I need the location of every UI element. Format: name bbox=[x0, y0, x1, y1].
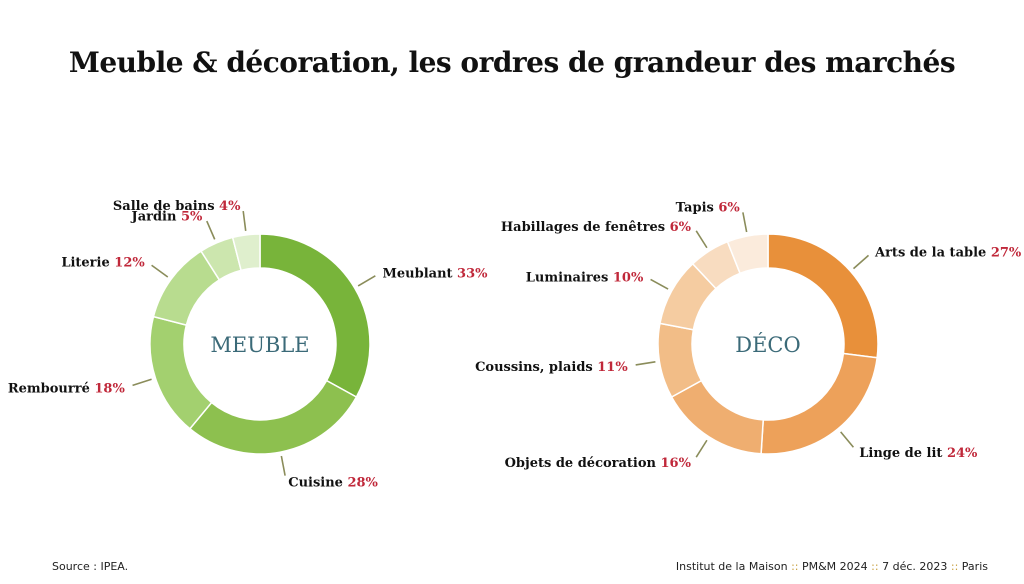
deco-label-3: Coussins, plaids 11% bbox=[475, 360, 628, 375]
meuble-percent-label: 5% bbox=[181, 210, 203, 225]
meuble-category-label: Cuisine bbox=[288, 476, 347, 491]
footer-separator: :: bbox=[871, 560, 879, 573]
deco-percent-label: 24% bbox=[947, 446, 978, 461]
deco-leader-line-1 bbox=[840, 431, 855, 448]
deco-percent-label: 27% bbox=[991, 245, 1022, 260]
deco-category-label: Tapis bbox=[676, 200, 719, 215]
meuble-percent-label: 33% bbox=[457, 267, 488, 282]
footer-date: 7 déc. 2023 bbox=[882, 560, 948, 573]
meuble-leader-line-1 bbox=[280, 455, 286, 476]
deco-donut: Arts de la table 27% Linge de lit 24% Obje… bbox=[475, 200, 1022, 471]
meuble-category-label: Meublant bbox=[383, 267, 458, 282]
deco-leader-line-2 bbox=[695, 439, 708, 458]
footer-org: Institut de la Maison bbox=[675, 560, 788, 573]
meuble-slice-0 bbox=[259, 233, 371, 399]
deco-percent-label: 11% bbox=[597, 360, 628, 375]
deco-category-label: Objets de décoration bbox=[505, 456, 661, 471]
meuble-leader-line-5 bbox=[242, 210, 247, 231]
deco-slice-6 bbox=[726, 233, 769, 275]
meuble-percent-label: 12% bbox=[114, 256, 145, 271]
footer-separator: :: bbox=[791, 560, 799, 573]
meuble-percent-label: 28% bbox=[347, 476, 378, 491]
meuble-category-label: Literie bbox=[61, 256, 114, 271]
footer-credits: Institut de la Maison :: PM&M 2024 :: 7 … bbox=[676, 560, 988, 573]
deco-category-label: Arts de la table bbox=[874, 245, 991, 260]
meuble-label-3: Literie 12% bbox=[61, 256, 145, 271]
meuble-slice-5 bbox=[231, 233, 261, 272]
deco-label-5: Habillages de fenêtres 6% bbox=[501, 220, 692, 235]
meuble-category-label: Rembourré bbox=[8, 381, 95, 396]
deco-label-4: Luminaires 10% bbox=[526, 271, 644, 286]
meuble-percent-label: 4% bbox=[219, 199, 241, 214]
deco-percent-label: 6% bbox=[718, 200, 740, 215]
meuble-label-5: Salle de bains 4% bbox=[113, 199, 241, 214]
meuble-leader-line-3 bbox=[151, 264, 169, 278]
meuble-leader-line-2 bbox=[132, 378, 152, 387]
meuble-label-4: Jardin 5% bbox=[131, 210, 203, 225]
meuble-leader-line-4 bbox=[206, 220, 216, 240]
deco-category-label: Luminaires bbox=[526, 271, 613, 286]
meuble-percent-label: 18% bbox=[94, 381, 125, 396]
footer-event: PM&M 2024 bbox=[801, 560, 868, 573]
deco-label-6: Tapis 6% bbox=[676, 200, 741, 215]
deco-label-2: Objets de décoration 16% bbox=[505, 456, 692, 471]
deco-leader-line-5 bbox=[695, 230, 708, 249]
source-note: Source : IPEA. bbox=[52, 560, 129, 573]
deco-leader-line-6 bbox=[742, 212, 748, 233]
deco-leader-line-4 bbox=[650, 278, 669, 290]
deco-label-0: Arts de la table 27% bbox=[874, 245, 1022, 260]
page-title: Meuble & décoration, les ordres de grand… bbox=[68, 46, 956, 79]
meuble-label-2: Rembourré 18% bbox=[8, 381, 126, 396]
deco-label-1: Linge de lit 24% bbox=[859, 446, 978, 461]
meuble-slice-2 bbox=[149, 315, 213, 430]
deco-center-label: DÉCO bbox=[735, 333, 800, 357]
meuble-slice-1 bbox=[188, 379, 358, 455]
footer-separator: :: bbox=[950, 560, 959, 573]
deco-leader-line-3 bbox=[635, 361, 656, 366]
deco-slice-2 bbox=[670, 379, 765, 455]
deco-category-label: Linge de lit bbox=[859, 446, 947, 461]
deco-category-label: Habillages de fenêtres bbox=[501, 220, 670, 235]
deco-leader-line-0 bbox=[852, 254, 870, 270]
meuble-label-0: Meublant 33% bbox=[383, 267, 489, 282]
meuble-category-label: Jardin bbox=[131, 210, 181, 225]
deco-percent-label: 6% bbox=[670, 220, 692, 235]
meuble-leader-line-0 bbox=[357, 275, 376, 287]
deco-percent-label: 10% bbox=[613, 271, 644, 286]
deco-slice-1 bbox=[760, 352, 878, 455]
deco-category-label: Coussins, plaids bbox=[475, 360, 597, 375]
meuble-label-1: Cuisine 28% bbox=[288, 476, 378, 491]
deco-percent-label: 16% bbox=[661, 456, 692, 471]
meuble-center-label: MEUBLE bbox=[210, 333, 309, 357]
footer-city: Paris bbox=[961, 560, 988, 573]
meuble-donut: Meublant 33% Cuisine 28% Rembourré 18% Lite… bbox=[8, 199, 488, 490]
meuble-category-label: Salle de bains bbox=[113, 199, 219, 214]
